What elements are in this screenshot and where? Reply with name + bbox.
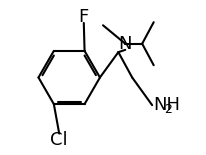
Text: 2: 2 — [164, 103, 172, 116]
Text: Cl: Cl — [50, 131, 68, 149]
Text: N: N — [118, 35, 132, 53]
Text: NH: NH — [154, 96, 181, 114]
Text: F: F — [79, 8, 89, 26]
